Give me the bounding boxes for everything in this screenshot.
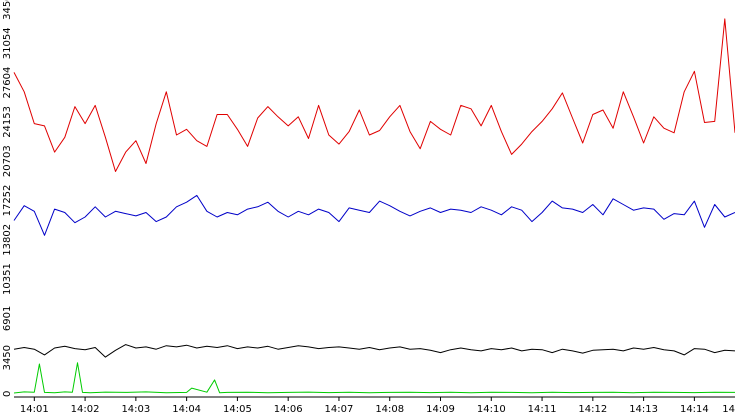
y-tick-label: 13802	[2, 224, 13, 256]
y-tick-label: 31054	[2, 27, 13, 59]
x-tick-label: 14:05	[223, 404, 252, 415]
x-tick-label: 14:09	[426, 404, 455, 415]
y-tick-label: 20703	[2, 145, 13, 177]
series-line-2	[13, 194, 735, 236]
series-line-1	[13, 18, 735, 172]
x-tick-label: 14	[722, 404, 735, 415]
y-tick-label: 34505	[2, 0, 13, 20]
y-tick-label: 6901	[2, 306, 13, 331]
x-axis-ticks	[33, 397, 695, 401]
x-tick-label: 14:06	[274, 404, 303, 415]
x-tick-label: 14:04	[172, 404, 201, 415]
x-tick-label: 14:14	[680, 404, 709, 415]
x-tick-label: 14:02	[71, 404, 100, 415]
series-line-4	[13, 362, 735, 394]
x-tick-label: 14:03	[121, 404, 150, 415]
y-tick-label: 17252	[2, 185, 13, 217]
y-tick-label: 3450	[2, 345, 13, 370]
x-tick-label: 14:10	[477, 404, 506, 415]
series-layer	[13, 18, 735, 394]
x-tick-label: 14:08	[375, 404, 404, 415]
x-tick-label: 14:13	[629, 404, 658, 415]
series-line-3	[13, 344, 735, 358]
y-tick-label: 24153	[2, 106, 13, 138]
y-tick-label: 10351	[2, 263, 13, 295]
y-tick-label: 0	[2, 391, 13, 397]
x-tick-label: 14:01	[20, 404, 49, 415]
y-axis-tick-labels: 0 3450 6901 10351 13802 17252 20703 24153 27604 3…	[2, 0, 13, 397]
x-tick-label: 14:11	[528, 404, 557, 415]
y-tick-label: 27604	[2, 67, 13, 99]
x-tick-label: 14:07	[325, 404, 354, 415]
x-tick-label: 14:12	[578, 404, 607, 415]
x-axis-tick-labels: 14:01 14:02 14:03 14:04 14:05 14:06 14:07 14:08…	[20, 404, 735, 415]
